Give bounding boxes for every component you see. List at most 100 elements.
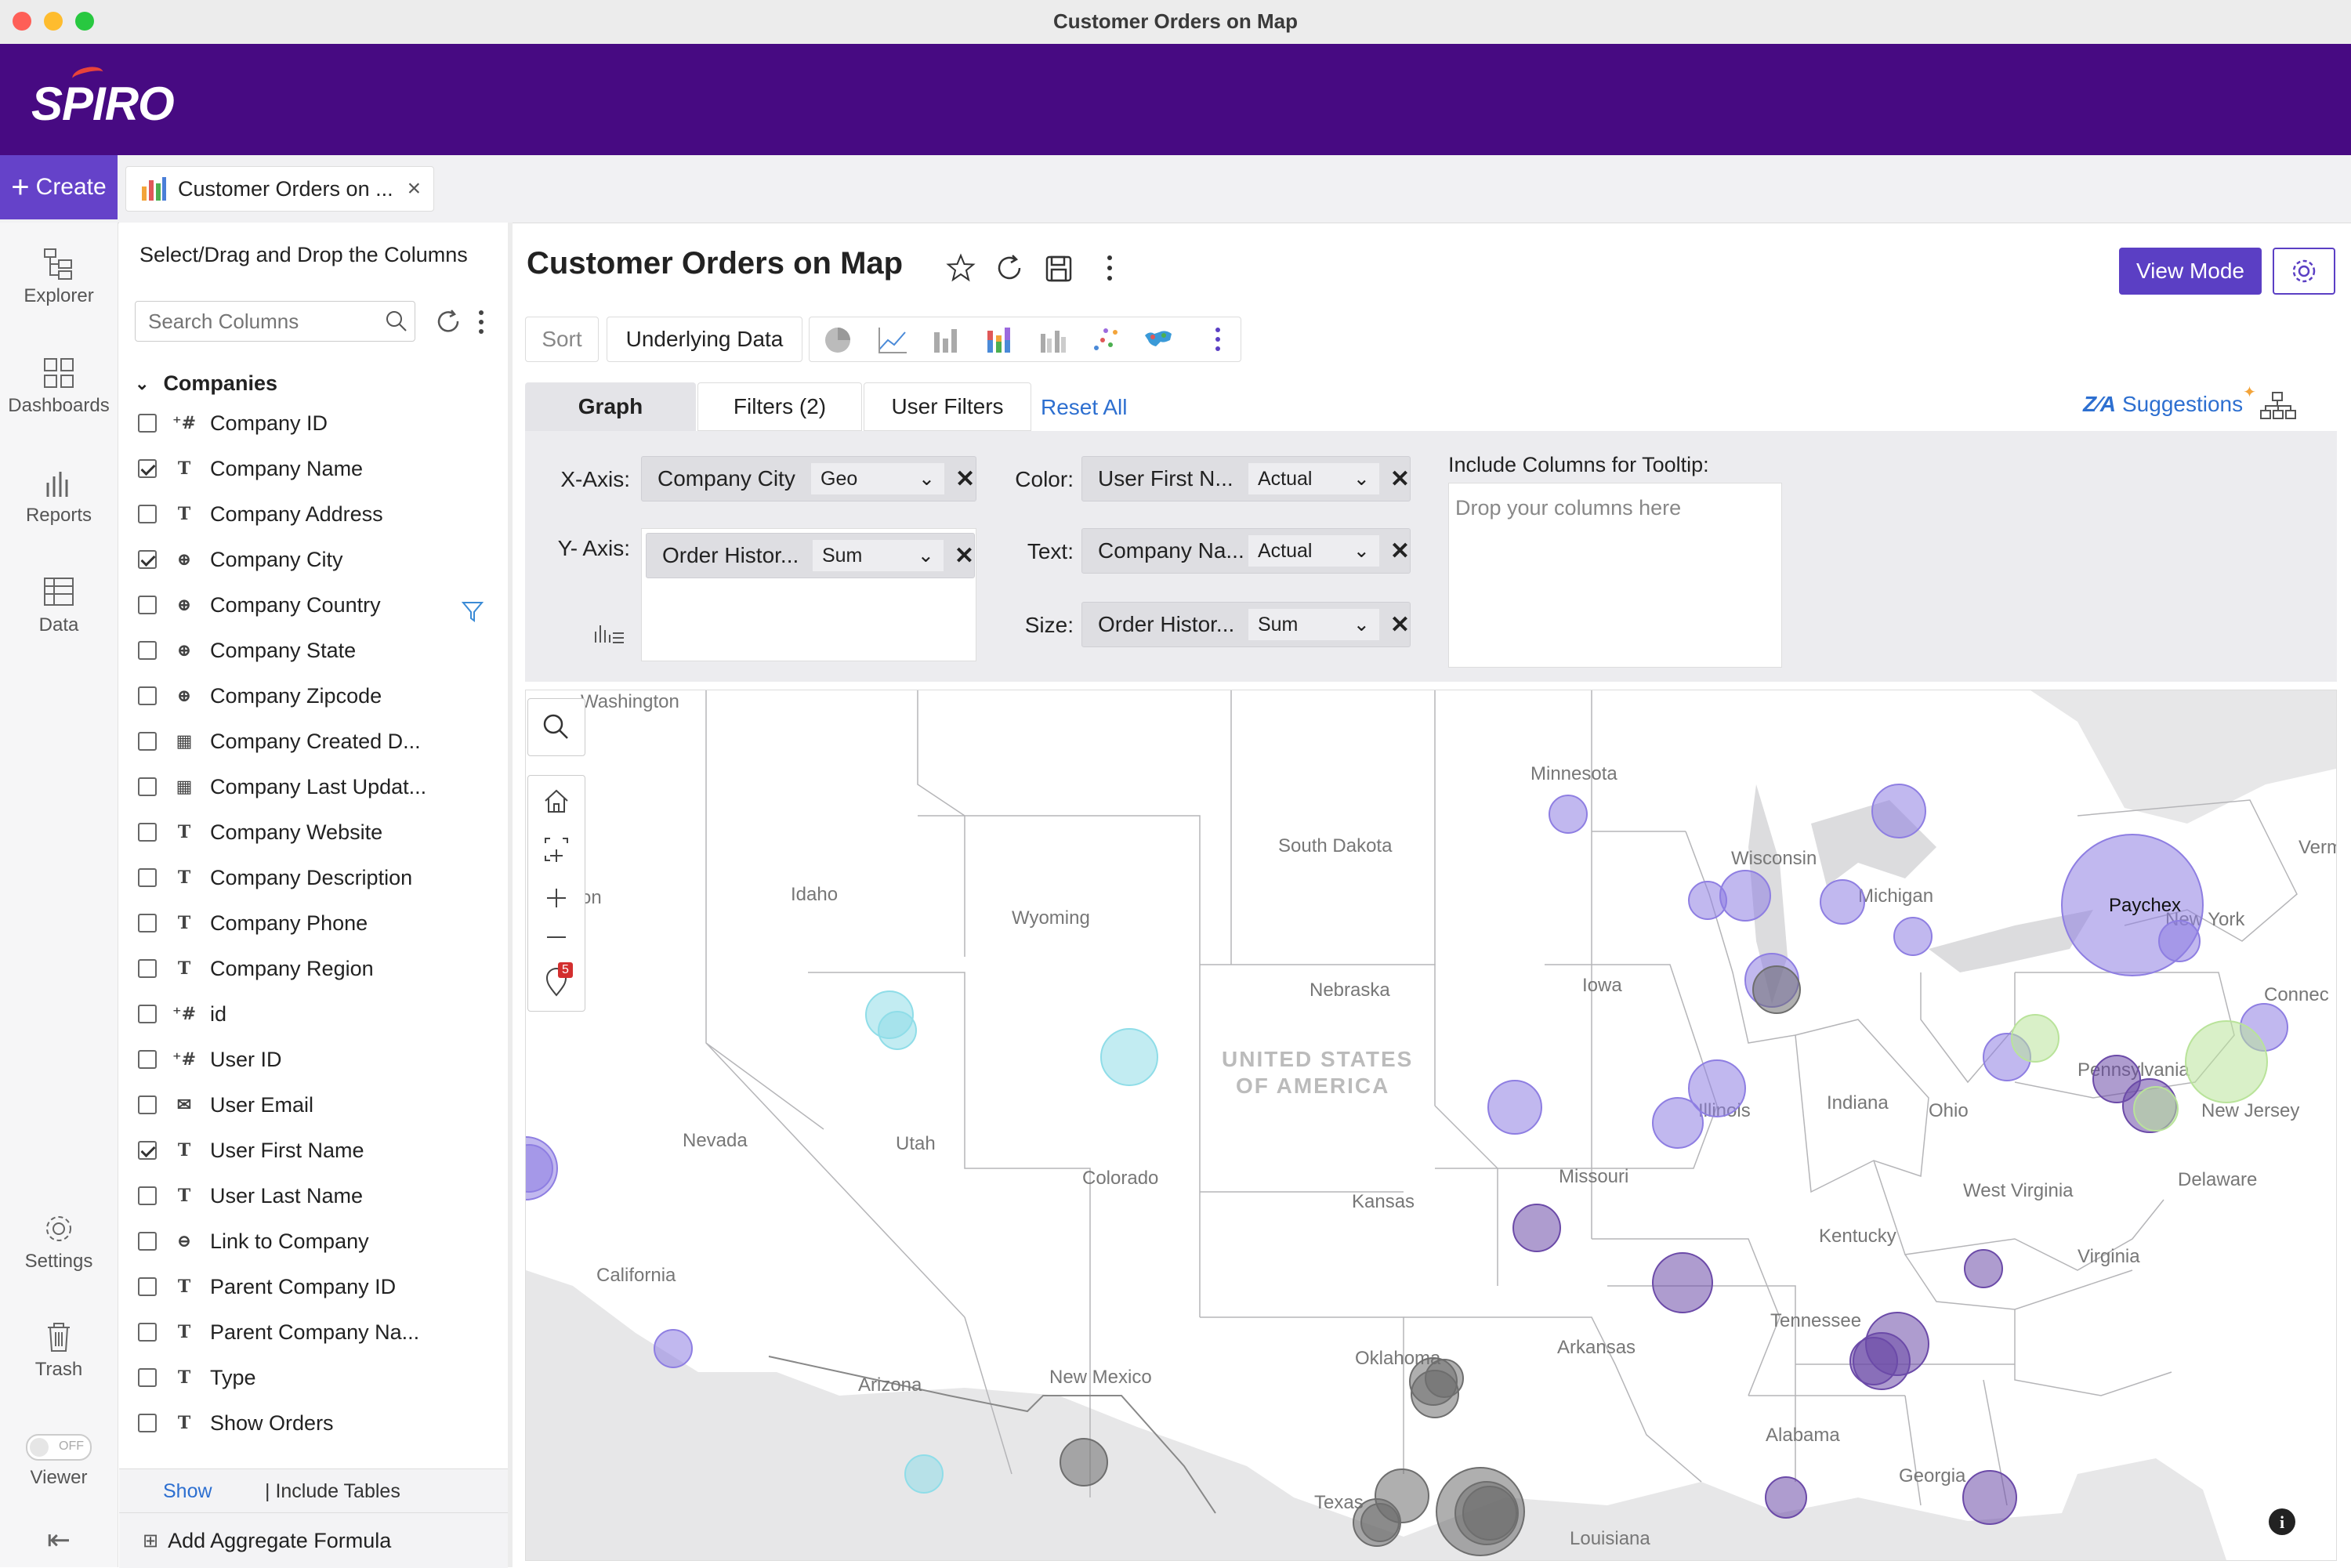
more-vertical-icon[interactable] [476, 309, 486, 335]
column-item[interactable]: ⁺# Company ID [138, 407, 328, 439]
scatter-chart-icon[interactable] [1090, 324, 1121, 356]
column-checkbox[interactable] [138, 1095, 157, 1114]
map-pin-icon[interactable] [542, 967, 571, 998]
rail-item-data[interactable]: Data [0, 575, 118, 636]
remove-color-icon[interactable]: ✕ [1389, 465, 1410, 492]
reset-all-link[interactable]: Reset All [1041, 395, 1128, 419]
column-item[interactable]: ⊕ Company City [138, 544, 343, 575]
map-bubble[interactable] [1549, 795, 1588, 834]
minimize-window-button[interactable] [44, 12, 63, 31]
text-slot[interactable]: Company Na... Actual ⌄ ✕ [1081, 528, 1411, 574]
map-bubble[interactable] [1719, 870, 1771, 922]
tab-user-filters[interactable]: User Filters [864, 382, 1031, 431]
pie-chart-icon[interactable] [822, 324, 853, 356]
remove-x-axis-icon[interactable]: ✕ [955, 465, 976, 492]
column-checkbox[interactable] [138, 641, 157, 660]
column-checkbox[interactable] [138, 1368, 157, 1387]
text-aggregation[interactable]: Actual ⌄ [1248, 535, 1379, 567]
zoom-window-button[interactable] [75, 12, 94, 31]
viewer-switch[interactable]: OFF [26, 1434, 92, 1461]
column-checkbox[interactable] [138, 459, 157, 478]
view-mode-button[interactable]: View Mode [2119, 248, 2262, 295]
search-columns-field[interactable] [135, 301, 415, 342]
map-bubble[interactable] [1462, 1486, 1517, 1541]
column-checkbox[interactable] [138, 1323, 157, 1342]
map-bubble[interactable] [654, 1329, 693, 1368]
map-bubble[interactable] [1652, 1252, 1713, 1313]
map-bubble[interactable] [1100, 1028, 1158, 1086]
size-aggregation[interactable]: Sum ⌄ [1248, 609, 1379, 640]
column-item[interactable]: ▦ Company Last Updat... [138, 771, 426, 802]
suggestions-button[interactable]: Z⁄A Suggestions ✦ [2083, 384, 2256, 417]
spiro-logo[interactable]: SPIRO [31, 78, 175, 130]
column-checkbox[interactable] [138, 414, 157, 433]
column-item[interactable]: T Type [138, 1362, 256, 1393]
column-item[interactable]: T Parent Company ID [138, 1271, 396, 1302]
settings-button[interactable] [2273, 248, 2335, 295]
column-checkbox[interactable] [138, 1277, 157, 1296]
column-checkbox[interactable] [138, 686, 157, 705]
tooltip-dropzone[interactable]: Drop your columns here [1448, 483, 1782, 668]
column-item[interactable]: T Company Address [138, 498, 383, 530]
line-chart-icon[interactable] [877, 324, 908, 356]
map-bubble[interactable] [1425, 1359, 1464, 1398]
save-icon[interactable] [1044, 254, 1074, 284]
remove-text-icon[interactable]: ✕ [1389, 538, 1410, 564]
tab-graph[interactable]: Graph [525, 382, 696, 431]
map-search-button[interactable] [527, 698, 585, 756]
map-bubble[interactable] [1820, 879, 1865, 925]
home-icon[interactable] [542, 787, 571, 815]
column-checkbox[interactable] [138, 732, 157, 751]
filter-icon[interactable] [461, 599, 484, 623]
column-checkbox[interactable] [138, 777, 157, 796]
rail-item-settings[interactable]: Settings [0, 1211, 118, 1273]
map-bubble[interactable] [1060, 1438, 1108, 1487]
collapse-rail-icon[interactable]: ⇤ [46, 1523, 71, 1555]
refresh-icon[interactable] [436, 309, 462, 335]
column-checkbox[interactable] [138, 1232, 157, 1251]
column-checkbox[interactable] [138, 1050, 157, 1069]
rail-item-dashboards[interactable]: Dashboards [0, 356, 118, 417]
map-bubble[interactable] [1962, 1470, 2017, 1525]
column-item[interactable]: ⊕ Company State [138, 635, 356, 666]
y-axis-slot[interactable]: Order Histor... Sum ⌄ ✕ [646, 533, 975, 578]
column-checkbox[interactable] [138, 596, 157, 614]
search-icon[interactable] [385, 310, 408, 333]
map-bubble[interactable] [1849, 1337, 1898, 1385]
y-axis-aggregation[interactable]: Sum ⌄ [812, 540, 944, 571]
column-checkbox[interactable] [138, 1186, 157, 1205]
rail-item-trash[interactable]: Trash [0, 1320, 118, 1381]
column-item[interactable]: ⁺# id [138, 998, 226, 1030]
column-item[interactable]: T User Last Name [138, 1180, 363, 1211]
stacked-bar-chart-icon[interactable] [984, 324, 1015, 356]
include-tables-link[interactable]: | Include Tables [265, 1480, 400, 1502]
column-checkbox[interactable] [138, 1141, 157, 1160]
axis-settings-icon[interactable] [592, 617, 627, 646]
column-checkbox[interactable] [138, 914, 157, 932]
size-slot[interactable]: Order Histor... Sum ⌄ ✕ [1081, 602, 1411, 647]
close-window-button[interactable] [13, 12, 31, 31]
tab-filters[interactable]: Filters (2) [697, 382, 862, 431]
group-companies[interactable]: ⌄ Companies [135, 371, 277, 396]
map-bubble[interactable] [1688, 1059, 1746, 1117]
refresh-icon[interactable] [994, 252, 1025, 284]
map-bubble[interactable] [904, 1454, 944, 1494]
bar-chart-icon[interactable] [930, 324, 962, 356]
sort-button[interactable]: Sort [525, 317, 599, 362]
column-item[interactable]: T Company Website [138, 817, 382, 848]
map-bubble[interactable] [1512, 1204, 1561, 1252]
column-item[interactable]: ✉ User Email [138, 1089, 313, 1121]
map-bubble[interactable] [878, 1011, 917, 1050]
column-item[interactable]: T Parent Company Na... [138, 1316, 419, 1348]
column-item[interactable]: T User First Name [138, 1135, 364, 1166]
info-icon[interactable]: i [2267, 1507, 2297, 1537]
column-checkbox[interactable] [138, 1005, 157, 1023]
map-bubble[interactable] [1871, 784, 1926, 838]
map-bubble[interactable] [1893, 917, 1933, 956]
rail-item-explorer[interactable]: Explorer [0, 246, 118, 307]
column-item[interactable]: ⊕ Company Zipcode [138, 680, 382, 712]
column-checkbox[interactable] [138, 550, 157, 569]
search-columns-input[interactable] [147, 303, 377, 339]
zoom-in-icon[interactable] [542, 884, 571, 912]
column-checkbox[interactable] [138, 823, 157, 842]
